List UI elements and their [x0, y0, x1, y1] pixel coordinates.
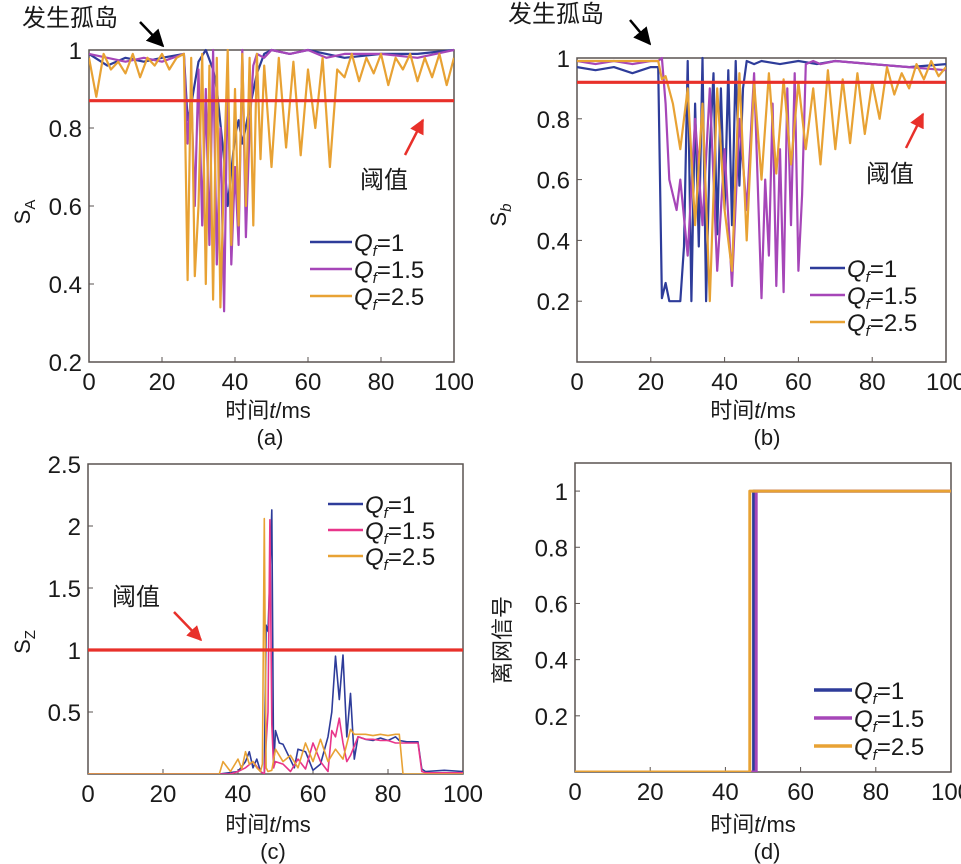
island-arrow-a: [139, 21, 165, 48]
caption-a: (a): [257, 425, 284, 450]
x-tick-label: 0: [82, 369, 95, 396]
threshold-arrow-b: [904, 112, 925, 149]
panel-c: 0 20 40 60 80 1000.511.522.5Qf=1Qf=1.5Qf=2.5 …: [10, 452, 483, 864]
series-line-qf-2-5: [575, 489, 951, 772]
y-tick-label: 2: [68, 514, 81, 541]
panel-c-plot-area: 0 20 40 60 80 100 0.5 1 1.5 2 2.5 Qf=1Qf=1.5Qf=2.5: [48, 452, 483, 808]
x-tick-label: 20: [637, 779, 664, 806]
series-line-qf-1: [89, 48, 454, 208]
y-axis-label-d: 离网信号: [490, 596, 515, 684]
series-line-qf-2-5: [89, 48, 454, 309]
legend-label: Qf=1: [854, 678, 904, 708]
y-tick-label: 0.8: [49, 116, 82, 143]
y-tick-label: 0.4: [535, 648, 568, 675]
y-tick-label: 1: [68, 638, 81, 665]
x-tick-label: 100: [931, 779, 961, 806]
plot-frame-a: [88, 49, 455, 363]
x-axis-label-c: 时间t/ms: [225, 812, 311, 837]
island-annotation-b: 发生孤岛: [508, 0, 604, 28]
x-tick-label: 20: [637, 369, 664, 396]
x-tick-label: 80: [368, 369, 395, 396]
y-tick-label: 1: [557, 46, 570, 73]
x-tick-label: 0: [570, 369, 583, 396]
x-axis-label-d: 时间t/ms: [710, 812, 796, 837]
series-line-qf-2-5: [88, 517, 463, 774]
y-tick-label: 0.8: [535, 535, 568, 562]
x-tick-label: 100: [434, 369, 474, 396]
threshold-arrow-a: [403, 118, 425, 156]
panel-b-plot-area: 0 20 40 60 80 100 0.2 0.4 0.6 0.8 1 Qf=1Qf=1.5Qf=2.…: [537, 46, 961, 396]
legend-label: Qf=1.5: [854, 706, 924, 736]
y-tick-label: 1.5: [48, 576, 81, 603]
x-tick-label: 60: [785, 369, 812, 396]
panel-a-plot-area: 0 20 40 60 80 100 0.2 0.4 0.6 0.8 1 Qf=1Qf=1.5Qf=2.…: [49, 38, 474, 396]
series-line-qf-1-5: [88, 518, 463, 774]
y-tick-label: 0.2: [49, 350, 82, 377]
legend-label: Qf=2.5: [854, 734, 924, 764]
x-tick-label: 60: [295, 369, 322, 396]
x-tick-label: 0: [81, 781, 94, 808]
threshold-annotation-a: 阈值: [360, 166, 408, 194]
legend-label: Qf=2.5: [365, 544, 435, 574]
panel-b: 0 20 40 60 80 100 0.2 0.4 0.6 0.8 1 Qf=1Qf=1.5Qf=2.…: [486, 0, 961, 450]
x-tick-label: 60: [300, 781, 327, 808]
y-axis-label-c: SZ: [10, 630, 39, 654]
x-tick-label: 40: [222, 369, 249, 396]
x-tick-label: 40: [225, 781, 252, 808]
y-tick-label: 0.8: [537, 107, 570, 134]
y-tick-label: 0.2: [537, 289, 570, 316]
island-annotation-a: 发生孤岛: [22, 4, 118, 32]
x-tick-label: 100: [443, 781, 483, 808]
y-tick-label: 0.2: [535, 704, 568, 731]
legend-label: Qf=1: [365, 492, 415, 522]
legend-label: Qf=1.5: [354, 257, 424, 287]
legend-label: Qf=2.5: [354, 284, 424, 314]
x-tick-label: 80: [375, 781, 402, 808]
x-tick-label: 100: [926, 369, 961, 396]
x-tick-label: 40: [711, 369, 738, 396]
legend-label: Qf=2.5: [847, 310, 917, 340]
y-tick-label: 1: [69, 38, 82, 65]
threshold-annotation-c: 阈值: [112, 583, 160, 611]
y-tick-label: 0.6: [49, 194, 82, 221]
threshold-annotation-b: 阈值: [866, 160, 914, 188]
y-tick-label: 1: [555, 479, 568, 506]
x-axis-label-a: 时间t/ms: [225, 398, 311, 423]
caption-b: (b): [754, 425, 781, 450]
legend-label: Qf=1: [847, 256, 897, 286]
island-arrow-b: [629, 19, 652, 46]
caption-d: (d): [754, 839, 781, 864]
plot-frame-b: [576, 57, 947, 363]
caption-c: (c): [260, 839, 286, 864]
y-tick-label: 0.5: [48, 700, 81, 727]
legend-label: Qf=1: [354, 230, 404, 260]
x-tick-label: 40: [712, 779, 739, 806]
y-axis-label-b: Sb: [486, 203, 515, 226]
y-tick-label: 0.4: [49, 272, 82, 299]
threshold-arrow-c: [173, 611, 203, 642]
legend-label: Qf=1.5: [847, 283, 917, 313]
panel-d-plot-area: 0 20 40 60 80 100 0.2 0.4 0.6 0.8 1 Qf=1Qf=1.5Qf=2.…: [535, 462, 961, 806]
x-tick-label: 20: [150, 781, 177, 808]
plot-frame-c: [87, 463, 464, 775]
x-tick-label: 80: [859, 369, 886, 396]
x-tick-label: 60: [787, 779, 814, 806]
panel-d: 0 20 40 60 80 100 0.2 0.4 0.6 0.8 1 Qf=1Qf=1.5Qf=2.…: [490, 462, 961, 864]
y-tick-label: 0.6: [537, 168, 570, 195]
x-axis-label-b: 时间t/ms: [710, 398, 796, 423]
y-tick-label: 0.6: [535, 591, 568, 618]
y-tick-label: 2.5: [48, 452, 81, 479]
x-tick-label: 80: [862, 779, 889, 806]
panel-a: 0 20 40 60 80 100 0.2 0.4 0.6 0.8 1 Qf=1Qf=1.5Qf=2.…: [10, 4, 474, 450]
x-tick-label: 0: [568, 779, 581, 806]
series-line-qf-1-5: [577, 56, 946, 300]
x-tick-label: 20: [149, 369, 176, 396]
legend-label: Qf=1.5: [365, 518, 435, 548]
y-axis-label-a: SA: [10, 200, 39, 225]
y-tick-label: 0.4: [537, 228, 570, 255]
plot-frame-d: [574, 462, 952, 773]
